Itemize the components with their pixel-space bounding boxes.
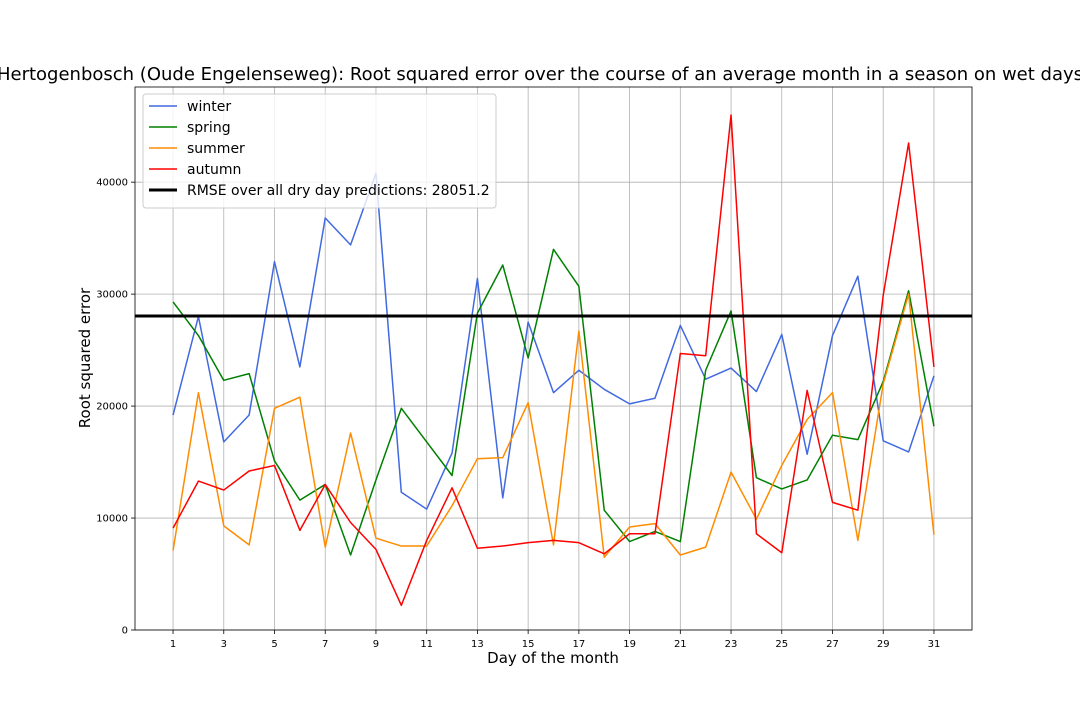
- x-tick-label: 31: [928, 639, 941, 650]
- x-tick-label: 23: [725, 639, 738, 650]
- y-tick-label: 40000: [96, 178, 128, 189]
- x-tick-label: 5: [271, 639, 277, 650]
- x-tick-label: 11: [420, 639, 433, 650]
- legend-label-winter: winter: [187, 99, 231, 115]
- y-tick-label: 10000: [96, 514, 128, 525]
- legend: winter spring summer autumn RMSE over all dr…: [142, 93, 497, 209]
- x-tick-label: 15: [522, 639, 535, 650]
- y-tick-label: 30000: [96, 290, 128, 301]
- legend-label-autumn: autumn: [187, 162, 241, 178]
- x-tick-label: 1: [170, 639, 176, 650]
- x-tick-label: 13: [471, 639, 484, 650]
- x-tick-label: 3: [221, 639, 227, 650]
- plot-area-frame: [134, 86, 973, 631]
- x-axis-label: Day of the month: [487, 649, 619, 667]
- x-tick-label: 21: [674, 639, 687, 650]
- x-tick-label: 19: [623, 639, 636, 650]
- y-tick-label: 0: [122, 626, 128, 637]
- series-line-autumn: [172, 114, 935, 607]
- legend-label-spring: spring: [187, 120, 231, 136]
- x-tick-label: 27: [826, 639, 839, 650]
- series-layer: [135, 114, 972, 607]
- legend-label-rmse: RMSE over all dry day predictions: 28051…: [187, 183, 490, 199]
- legend-label-summer: summer: [187, 141, 245, 157]
- series-line-summer: [172, 293, 935, 558]
- tick-layer: 1 3 5 7 9 11 13 15 17 19 21 23 25 27 29 310100002000030…: [96, 178, 940, 650]
- chart-title: Hertogenbosch (Oude Engelenseweg): Root …: [0, 64, 1080, 85]
- x-tick-label: 7: [322, 639, 328, 650]
- y-tick-label: 20000: [96, 402, 128, 413]
- series-line-winter: [172, 172, 935, 510]
- x-tick-label: 9: [373, 639, 379, 650]
- legend-box: [142, 93, 497, 209]
- series-line-spring: [172, 248, 935, 556]
- x-tick-label: 25: [775, 639, 788, 650]
- x-tick-label: 17: [572, 639, 585, 650]
- y-axis-label: Root squared error: [76, 287, 94, 428]
- x-tick-label: 29: [877, 639, 890, 650]
